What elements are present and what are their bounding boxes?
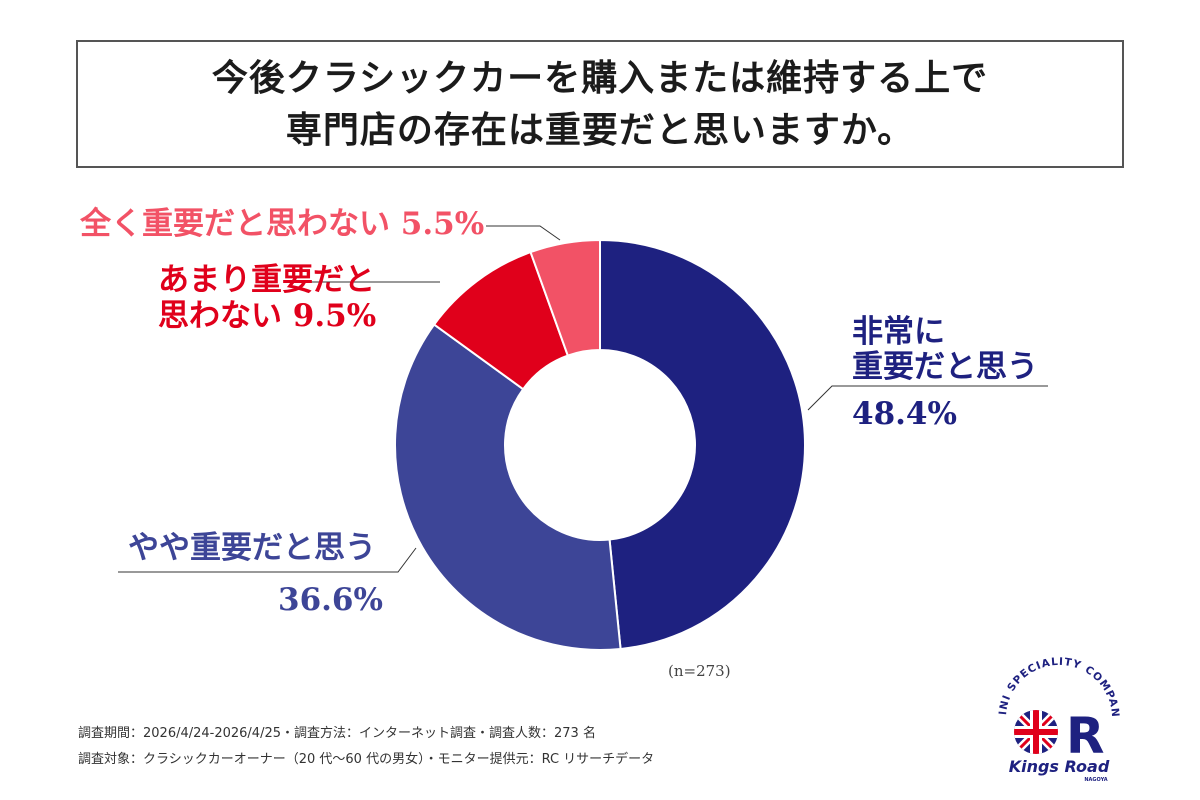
label-very-line1: 非常に	[852, 314, 945, 350]
logo-brand: Kings Road	[1009, 757, 1110, 776]
label-not-at-all: 全く重要だと思わない 5.5%	[80, 204, 484, 244]
chart-title-line-1: 今後クラシックカーを購入または維持する上で	[211, 57, 989, 99]
slice-very-important	[599, 238, 806, 651]
leader-very	[807, 385, 1048, 411]
logo-letter: R	[1066, 707, 1105, 765]
kings-road-logo: MINI SPECIALITY COMPANY R Kings Road NAG…	[984, 640, 1120, 783]
label-not-very-text: 思わない	[158, 298, 282, 334]
label-somewhat: やや重要だと思う	[128, 530, 376, 566]
label-not-very-pct: 9.5%	[292, 298, 377, 334]
logo-sub: NAGOYA	[1084, 777, 1107, 783]
leader-somewhat	[118, 547, 417, 573]
slice-not-at-all-important	[529, 238, 601, 357]
leader-not-at-all	[486, 225, 561, 241]
footer-survey-period: 調査期間：2026/4/24-2026/4/25・調査方法：インターネット調査・…	[78, 726, 596, 741]
title-box: 今後クラシックカーを購入または維持する上で 専門店の存在は重要だと思いますか。	[76, 40, 1124, 168]
label-not-at-all-text: 全く重要だと思わない	[80, 206, 390, 242]
label-very-pct: 48.4%	[852, 396, 957, 432]
label-very-line2: 重要だと思う	[852, 349, 1038, 385]
label-somewhat-pct: 36.6%	[278, 582, 383, 618]
footer-survey-target: 調査対象：クラシックカーオーナー（20 代〜60 代の男女）・モニター提供元：R…	[78, 752, 655, 767]
chart-title-line-2: 専門店の存在は重要だと思いますか。	[285, 109, 915, 151]
union-jack-icon	[1014, 710, 1058, 754]
label-not-very-line2: 思わない 9.5%	[158, 296, 376, 336]
sample-size-note: (n=273)	[668, 662, 731, 680]
label-not-very-line1: あまり重要だと	[158, 262, 375, 298]
label-not-at-all-pct: 5.5%	[400, 206, 485, 242]
slice-somewhat-important	[394, 323, 622, 651]
